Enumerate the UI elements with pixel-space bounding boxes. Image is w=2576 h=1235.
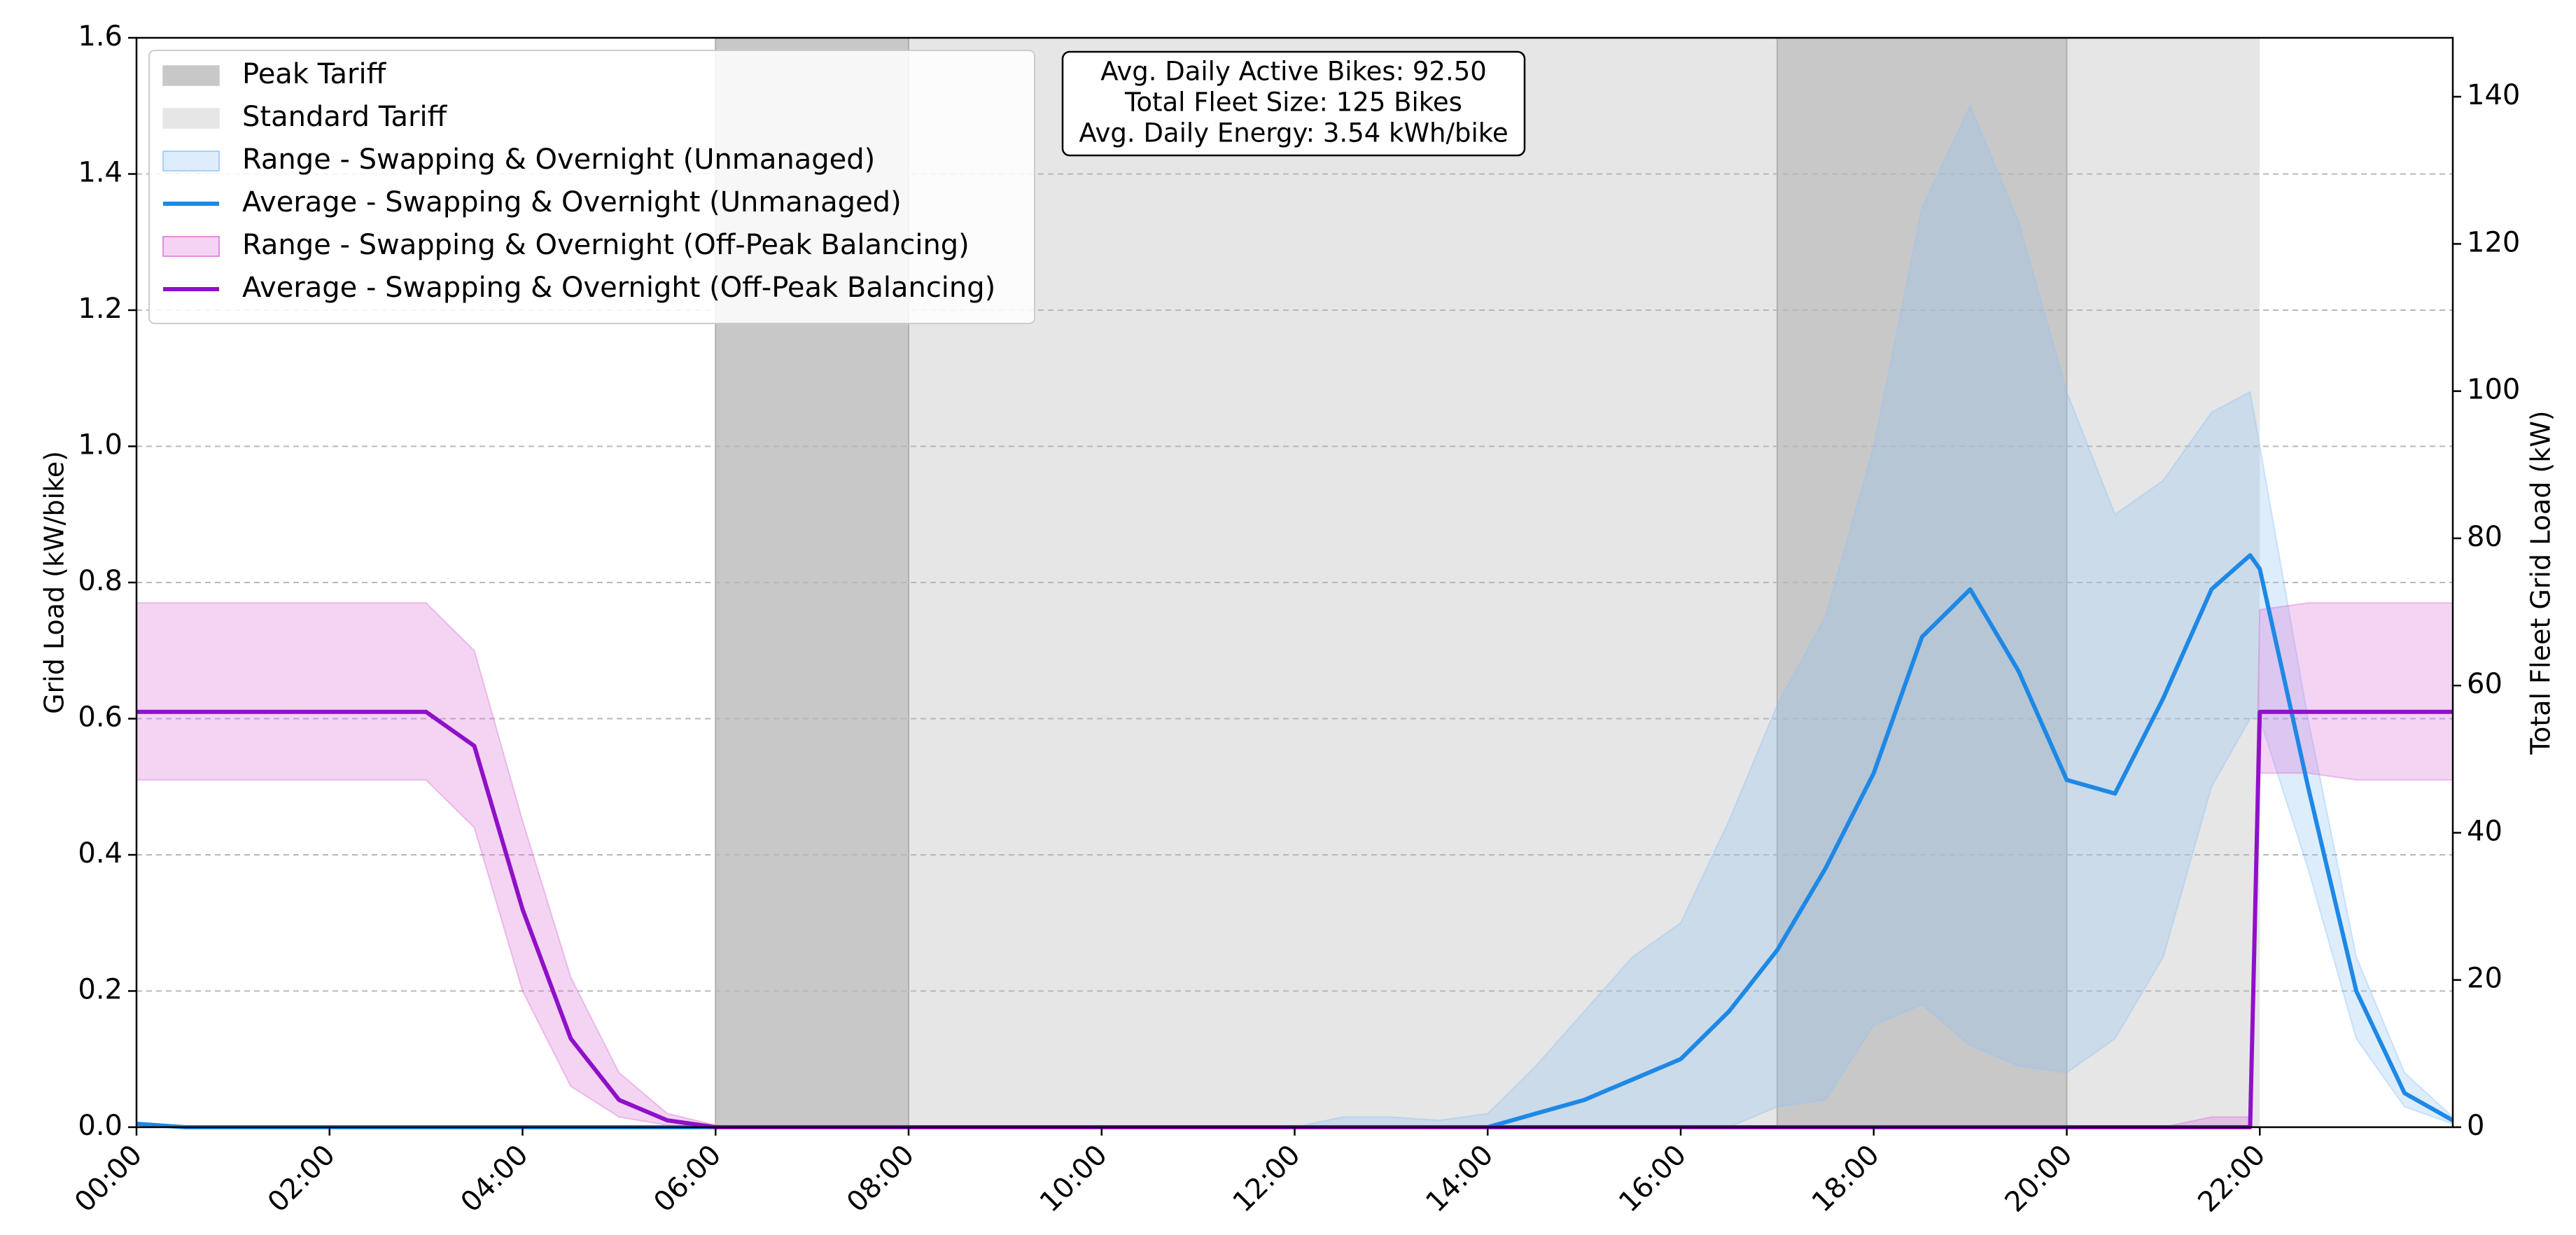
legend-label: Range - Swapping & Overnight (Unmanaged)	[242, 144, 875, 176]
y2-tick-label: 40	[2467, 815, 2502, 847]
x-tick-label: 22:00	[2192, 1139, 2272, 1219]
legend-label: Average - Swapping & Overnight (Unmanage…	[242, 186, 902, 218]
legend-swatch	[162, 236, 220, 257]
legend-swatch	[162, 108, 220, 129]
y2-tick-label: 140	[2467, 79, 2520, 111]
y-tick-label: 1.6	[78, 20, 122, 53]
legend-label: Average - Swapping & Overnight (Off-Peak…	[242, 272, 995, 304]
legend-label: Standard Tariff	[242, 101, 448, 133]
annotation-box	[1061, 50, 1526, 157]
y2-tick-label: 80	[2467, 521, 2502, 553]
y-axis-label: Grid Load (kW/bike)	[39, 451, 70, 714]
y2-tick-label: 0	[2467, 1110, 2484, 1142]
y2-tick-label: 100	[2467, 374, 2520, 406]
y-tick-label: 0.4	[78, 837, 122, 870]
y2-tick-label: 120	[2467, 226, 2520, 258]
x-tick-label: 12:00	[1227, 1139, 1307, 1219]
legend-box	[148, 50, 1035, 324]
annotation-line: Total Fleet Size: 125 Bikes	[1124, 88, 1462, 118]
x-tick-label: 16:00	[1613, 1139, 1693, 1219]
y-tick-label: 1.2	[78, 293, 122, 325]
y-tick-label: 1.0	[78, 429, 122, 461]
y-tick-label: 0.6	[78, 702, 122, 734]
y2-tick-label: 20	[2467, 963, 2502, 995]
x-tick-label: 18:00	[1806, 1139, 1886, 1219]
legend-swatch	[162, 151, 220, 172]
legend-label: Range - Swapping & Overnight (Off-Peak B…	[242, 229, 969, 261]
legend: Peak Tariff Standard Tariff Range - Swappi…	[148, 50, 1035, 324]
x-tick-label: 06:00	[648, 1139, 727, 1219]
x-tick-label: 10:00	[1034, 1139, 1114, 1219]
y2-tick-label: 60	[2467, 668, 2502, 700]
x-tick-label: 02:00	[262, 1139, 342, 1219]
x-tick-label: 20:00	[1999, 1139, 2079, 1219]
x-tick-label: 04:00	[455, 1139, 535, 1219]
x-tick-label: 14:00	[1420, 1139, 1499, 1219]
annotation-line: Avg. Daily Energy: 3.54 kWh/bike	[1079, 118, 1508, 148]
y-tick-label: 1.4	[78, 157, 122, 189]
y-tick-label: 0.0	[78, 1110, 122, 1142]
x-tick-label: 00:00	[69, 1139, 148, 1219]
y2-axis-label: Total Fleet Grid Load (kW)	[2526, 410, 2556, 755]
annotation-line: Avg. Daily Active Bikes: 92.50	[1100, 57, 1487, 87]
y-tick-label: 0.2	[78, 974, 122, 1006]
plot-background	[136, 37, 2453, 1128]
x-tick-label: 08:00	[841, 1139, 920, 1219]
legend-swatch	[162, 65, 220, 86]
y-tick-label: 0.8	[78, 565, 122, 597]
legend-label: Peak Tariff	[242, 58, 387, 90]
